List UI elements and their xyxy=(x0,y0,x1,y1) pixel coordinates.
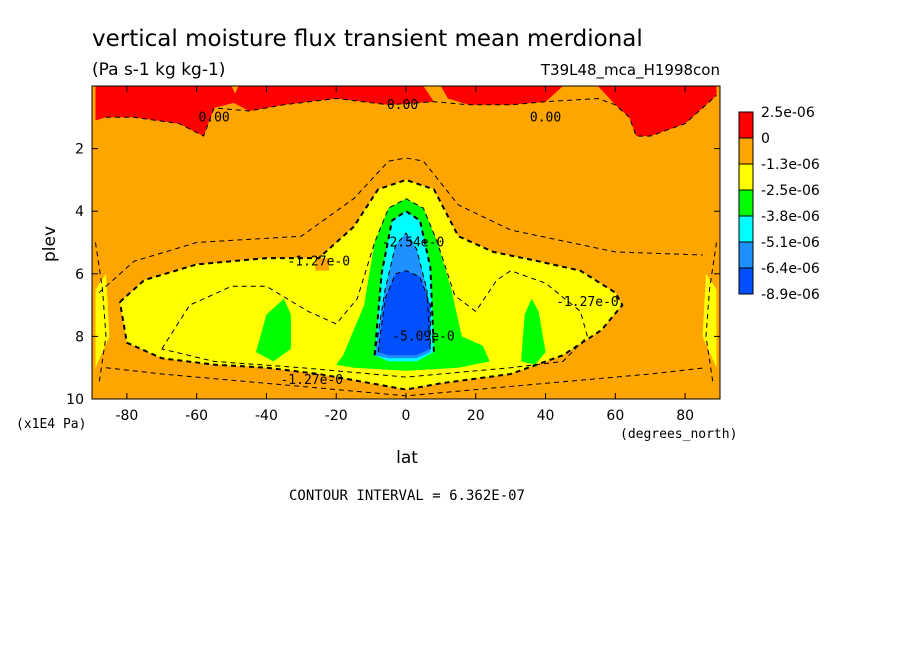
band-yellow-sp xyxy=(95,273,110,368)
y-axis-label: plev xyxy=(40,226,60,262)
x-axis-unit: (degrees_north) xyxy=(620,427,737,442)
x-tick-label: 80 xyxy=(676,408,694,424)
contour-label: 0.00 xyxy=(198,110,229,125)
plot-area xyxy=(92,86,720,399)
band-red-4 xyxy=(597,86,717,137)
contour-label: -1.27e-0 xyxy=(280,373,343,388)
y-tick-label: 10 xyxy=(66,392,84,408)
contour-label: -2.54e-0 xyxy=(382,236,445,251)
colorbar: 2.5e-06 0 -1.3e-06 -2.5e-06 -3.8e-06 -5.1e-06… xyxy=(738,105,820,303)
contour-line xyxy=(95,242,107,384)
band-yellow-np xyxy=(702,273,717,368)
axes: -80 -60 -40 -20 0 20 40 60 80 2 4 6 8 10 xyxy=(66,85,721,424)
chart-title: vertical moisture flux transient mean me… xyxy=(92,26,643,52)
contour-label: 0.00 xyxy=(530,110,561,125)
contour-interval-note: CONTOUR INTERVAL = 6.362E-07 xyxy=(289,488,525,504)
contour-line xyxy=(98,157,703,293)
contour-line xyxy=(118,178,624,391)
x-axis-label: lat xyxy=(396,448,418,468)
y-tick-label: 4 xyxy=(75,204,84,220)
colorbar-swatch xyxy=(738,267,754,295)
colorbar-label: 2.5e-06 xyxy=(761,105,815,121)
y-tick-label: 6 xyxy=(75,267,84,283)
colorbar-label: -6.4e-06 xyxy=(761,261,820,277)
band-red-3 xyxy=(440,86,563,105)
colorbar-swatch xyxy=(738,163,754,191)
colorbar-label: -3.8e-06 xyxy=(761,209,820,225)
colorbar-label: -5.1e-06 xyxy=(761,235,820,251)
x-tick-label: -20 xyxy=(325,408,348,424)
band-red-1 xyxy=(95,86,239,137)
y-axis-unit: (x1E4 Pa) xyxy=(16,417,86,432)
x-tick-label: -60 xyxy=(185,408,208,424)
colorbar-label: -8.9e-06 xyxy=(761,287,820,303)
band-green-right xyxy=(521,298,546,365)
x-tick-label: 40 xyxy=(537,408,555,424)
colorbar-swatch xyxy=(738,241,754,269)
contour-labels: 0.00 0.00 0.00 -1.27e-0 -2.54e-0 -5.09e-0 -1.2… xyxy=(198,98,618,388)
contour-label: 0.00 xyxy=(387,98,418,113)
x-tick-label: 0 xyxy=(402,408,411,424)
chart-subtitle: (Pa s-1 kg kg-1) xyxy=(92,60,225,80)
contour-label: -1.27e-0 xyxy=(556,295,619,310)
contour-line xyxy=(705,242,717,384)
colorbar-swatch xyxy=(738,215,754,243)
colorbar-swatch xyxy=(738,189,754,217)
colorbar-swatch xyxy=(738,137,754,165)
colorbar-swatch xyxy=(738,111,754,139)
x-tick-label: -40 xyxy=(255,408,278,424)
y-tick-label: 2 xyxy=(75,142,84,158)
contour-label: -5.09e-0 xyxy=(392,329,455,344)
colorbar-label: -2.5e-06 xyxy=(761,183,820,199)
band-dark-blue xyxy=(378,270,431,356)
contour-line xyxy=(373,209,435,356)
contour-line xyxy=(374,232,431,356)
contour-line xyxy=(161,198,588,378)
band-green-left xyxy=(256,298,291,362)
run-label: T39L48_mca_H1998con xyxy=(540,61,720,80)
y-tick-label: 8 xyxy=(75,329,84,345)
x-tick-label: 20 xyxy=(467,408,485,424)
contour-label: -1.27e-0 xyxy=(287,254,350,269)
x-tick-label: -80 xyxy=(115,408,138,424)
x-tick-label: 60 xyxy=(606,408,624,424)
contour-line xyxy=(106,95,717,137)
contour-line xyxy=(377,270,431,353)
colorbar-label: 0 xyxy=(761,131,770,147)
colorbar-label: -1.3e-06 xyxy=(761,157,820,173)
band-orange-patch xyxy=(315,258,330,271)
